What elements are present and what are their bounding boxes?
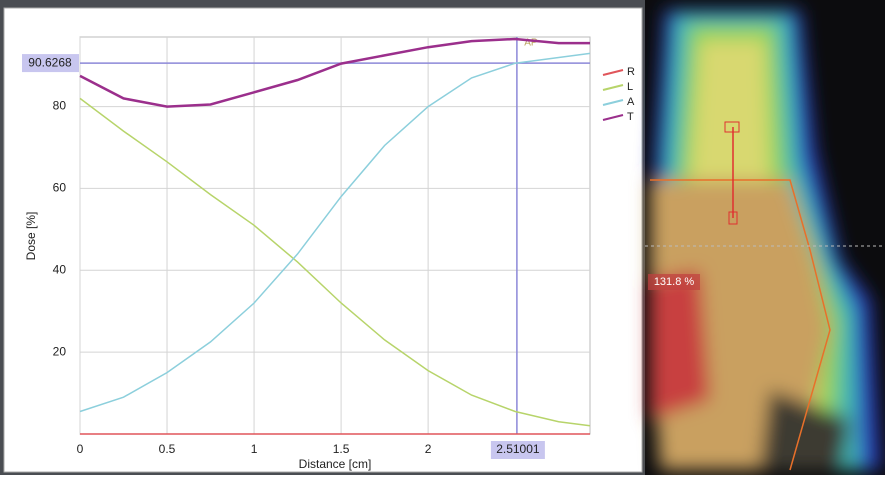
- y-tick-label: 40: [53, 262, 67, 276]
- y-axis-label: Dose [%]: [24, 212, 38, 261]
- x-tick-label: 0: [77, 442, 84, 456]
- legend-label: R: [627, 66, 635, 78]
- screen: 2040608000.511.5290.62682.51001APRLAT Di…: [0, 0, 885, 475]
- legend-label: L: [627, 81, 633, 93]
- x-axis-label: Distance [cm]: [299, 457, 372, 471]
- cursor-y-label: 90.6268: [28, 55, 72, 69]
- legend-label: A: [627, 96, 635, 108]
- wash-red: [650, 270, 710, 420]
- x-tick-label: 0.5: [159, 442, 176, 456]
- x-tick-label: 1: [251, 442, 258, 456]
- image-dose-label: 131.8 %: [654, 276, 695, 288]
- y-tick-label: 20: [53, 344, 67, 358]
- cursor-x-label: 2.51001: [496, 442, 540, 456]
- y-tick-label: 60: [53, 181, 67, 195]
- x-tick-label: 1.5: [333, 442, 350, 456]
- y-tick-label: 80: [53, 99, 67, 113]
- dose-image: 131.8 %: [645, 0, 885, 475]
- x-tick-label: 2: [425, 442, 432, 456]
- plot-area: [80, 37, 590, 434]
- legend-label: T: [627, 111, 634, 123]
